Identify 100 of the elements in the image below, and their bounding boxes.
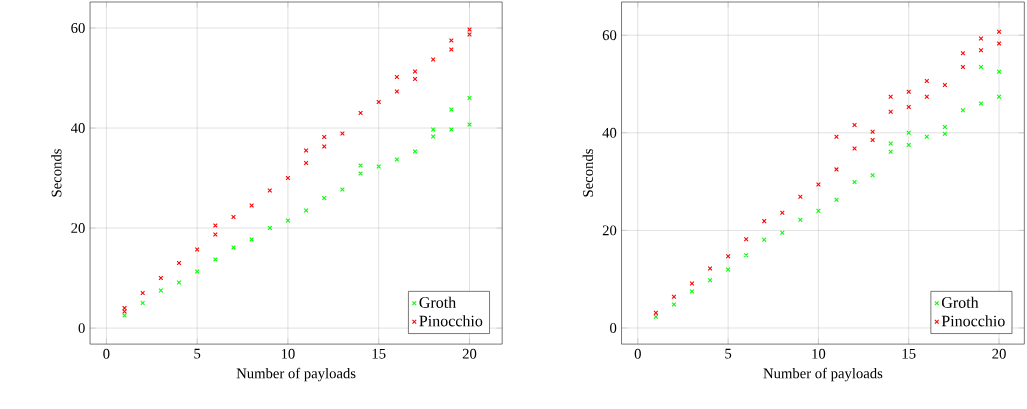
point	[888, 149, 894, 155]
point	[430, 126, 436, 132]
point	[194, 246, 200, 252]
point	[942, 124, 948, 130]
point	[743, 236, 749, 242]
point	[303, 147, 309, 153]
legend-label: Pinocchio	[419, 314, 483, 327]
point	[924, 134, 930, 139]
point	[707, 265, 713, 271]
point	[394, 88, 400, 94]
x-tick-label: 10	[281, 348, 295, 359]
point	[303, 207, 309, 213]
point	[285, 217, 291, 223]
x-tick-label: 20	[462, 348, 477, 359]
point	[158, 275, 164, 281]
point	[924, 94, 930, 99]
point	[448, 46, 454, 52]
point	[906, 130, 912, 135]
point	[960, 50, 966, 56]
x-tick-label: 5	[725, 348, 732, 359]
point	[996, 40, 1002, 46]
point	[412, 68, 418, 74]
point	[689, 280, 695, 286]
x-tick-label: 0	[634, 348, 641, 359]
point	[888, 140, 894, 146]
legend-label: Groth	[941, 296, 979, 308]
point	[212, 256, 218, 262]
y-tick-label: 0	[610, 322, 617, 333]
point	[467, 95, 472, 101]
point	[194, 268, 200, 274]
point	[358, 110, 363, 116]
point	[394, 74, 400, 80]
point	[996, 94, 1002, 99]
legend-label: Groth	[419, 296, 456, 308]
point	[852, 179, 857, 185]
x-tick-label: 10	[812, 348, 826, 359]
x-tick-label: 15	[902, 348, 916, 359]
point	[761, 237, 767, 242]
point	[267, 225, 273, 231]
legend-label: Pinocchio	[941, 314, 1005, 327]
point	[394, 156, 400, 162]
point	[376, 163, 382, 169]
point	[924, 78, 930, 84]
point	[321, 195, 327, 201]
point	[285, 175, 291, 181]
point	[671, 301, 677, 307]
point	[816, 208, 821, 214]
point	[834, 197, 839, 202]
point	[978, 35, 984, 41]
y-tick-label: 40	[70, 122, 85, 133]
point	[267, 187, 273, 193]
point	[430, 56, 436, 62]
point	[834, 166, 839, 172]
point	[653, 310, 659, 316]
point	[743, 252, 749, 258]
point	[870, 137, 876, 143]
point	[942, 82, 948, 88]
point	[412, 148, 418, 154]
point	[707, 277, 713, 283]
point	[797, 217, 803, 222]
point	[653, 314, 659, 319]
point	[430, 133, 436, 139]
point	[888, 94, 894, 99]
point	[689, 288, 695, 294]
point	[978, 100, 984, 106]
x-axis-title: Number of payloads	[236, 367, 356, 382]
point	[978, 64, 984, 70]
point	[779, 230, 785, 236]
point	[761, 218, 767, 224]
y-tick-label: 60	[71, 22, 85, 33]
point	[376, 99, 382, 105]
point	[212, 222, 218, 228]
y-axis-title: Seconds	[51, 148, 62, 197]
y-tick-label: 20	[71, 222, 85, 233]
point	[140, 290, 146, 296]
point	[960, 64, 966, 70]
point	[212, 231, 218, 237]
point	[321, 134, 327, 140]
point	[231, 214, 236, 220]
y-tick-label: 20	[602, 225, 617, 236]
point	[960, 107, 966, 113]
point	[448, 106, 454, 112]
point	[303, 160, 309, 166]
x-tick-label: 5	[194, 348, 201, 359]
point	[448, 37, 454, 43]
point	[906, 142, 912, 148]
point	[140, 300, 146, 306]
point	[725, 266, 731, 272]
point	[888, 109, 894, 114]
point	[942, 131, 948, 136]
point	[978, 47, 984, 53]
point	[321, 143, 327, 149]
y-tick-label: 60	[602, 30, 617, 40]
point	[176, 279, 182, 285]
x-tick-label: 15	[372, 348, 386, 359]
y-axis-title: Seconds	[582, 148, 593, 197]
point	[725, 253, 731, 259]
point	[996, 29, 1002, 34]
point	[852, 122, 857, 128]
x-axis-title: Number of payloads	[763, 367, 883, 382]
